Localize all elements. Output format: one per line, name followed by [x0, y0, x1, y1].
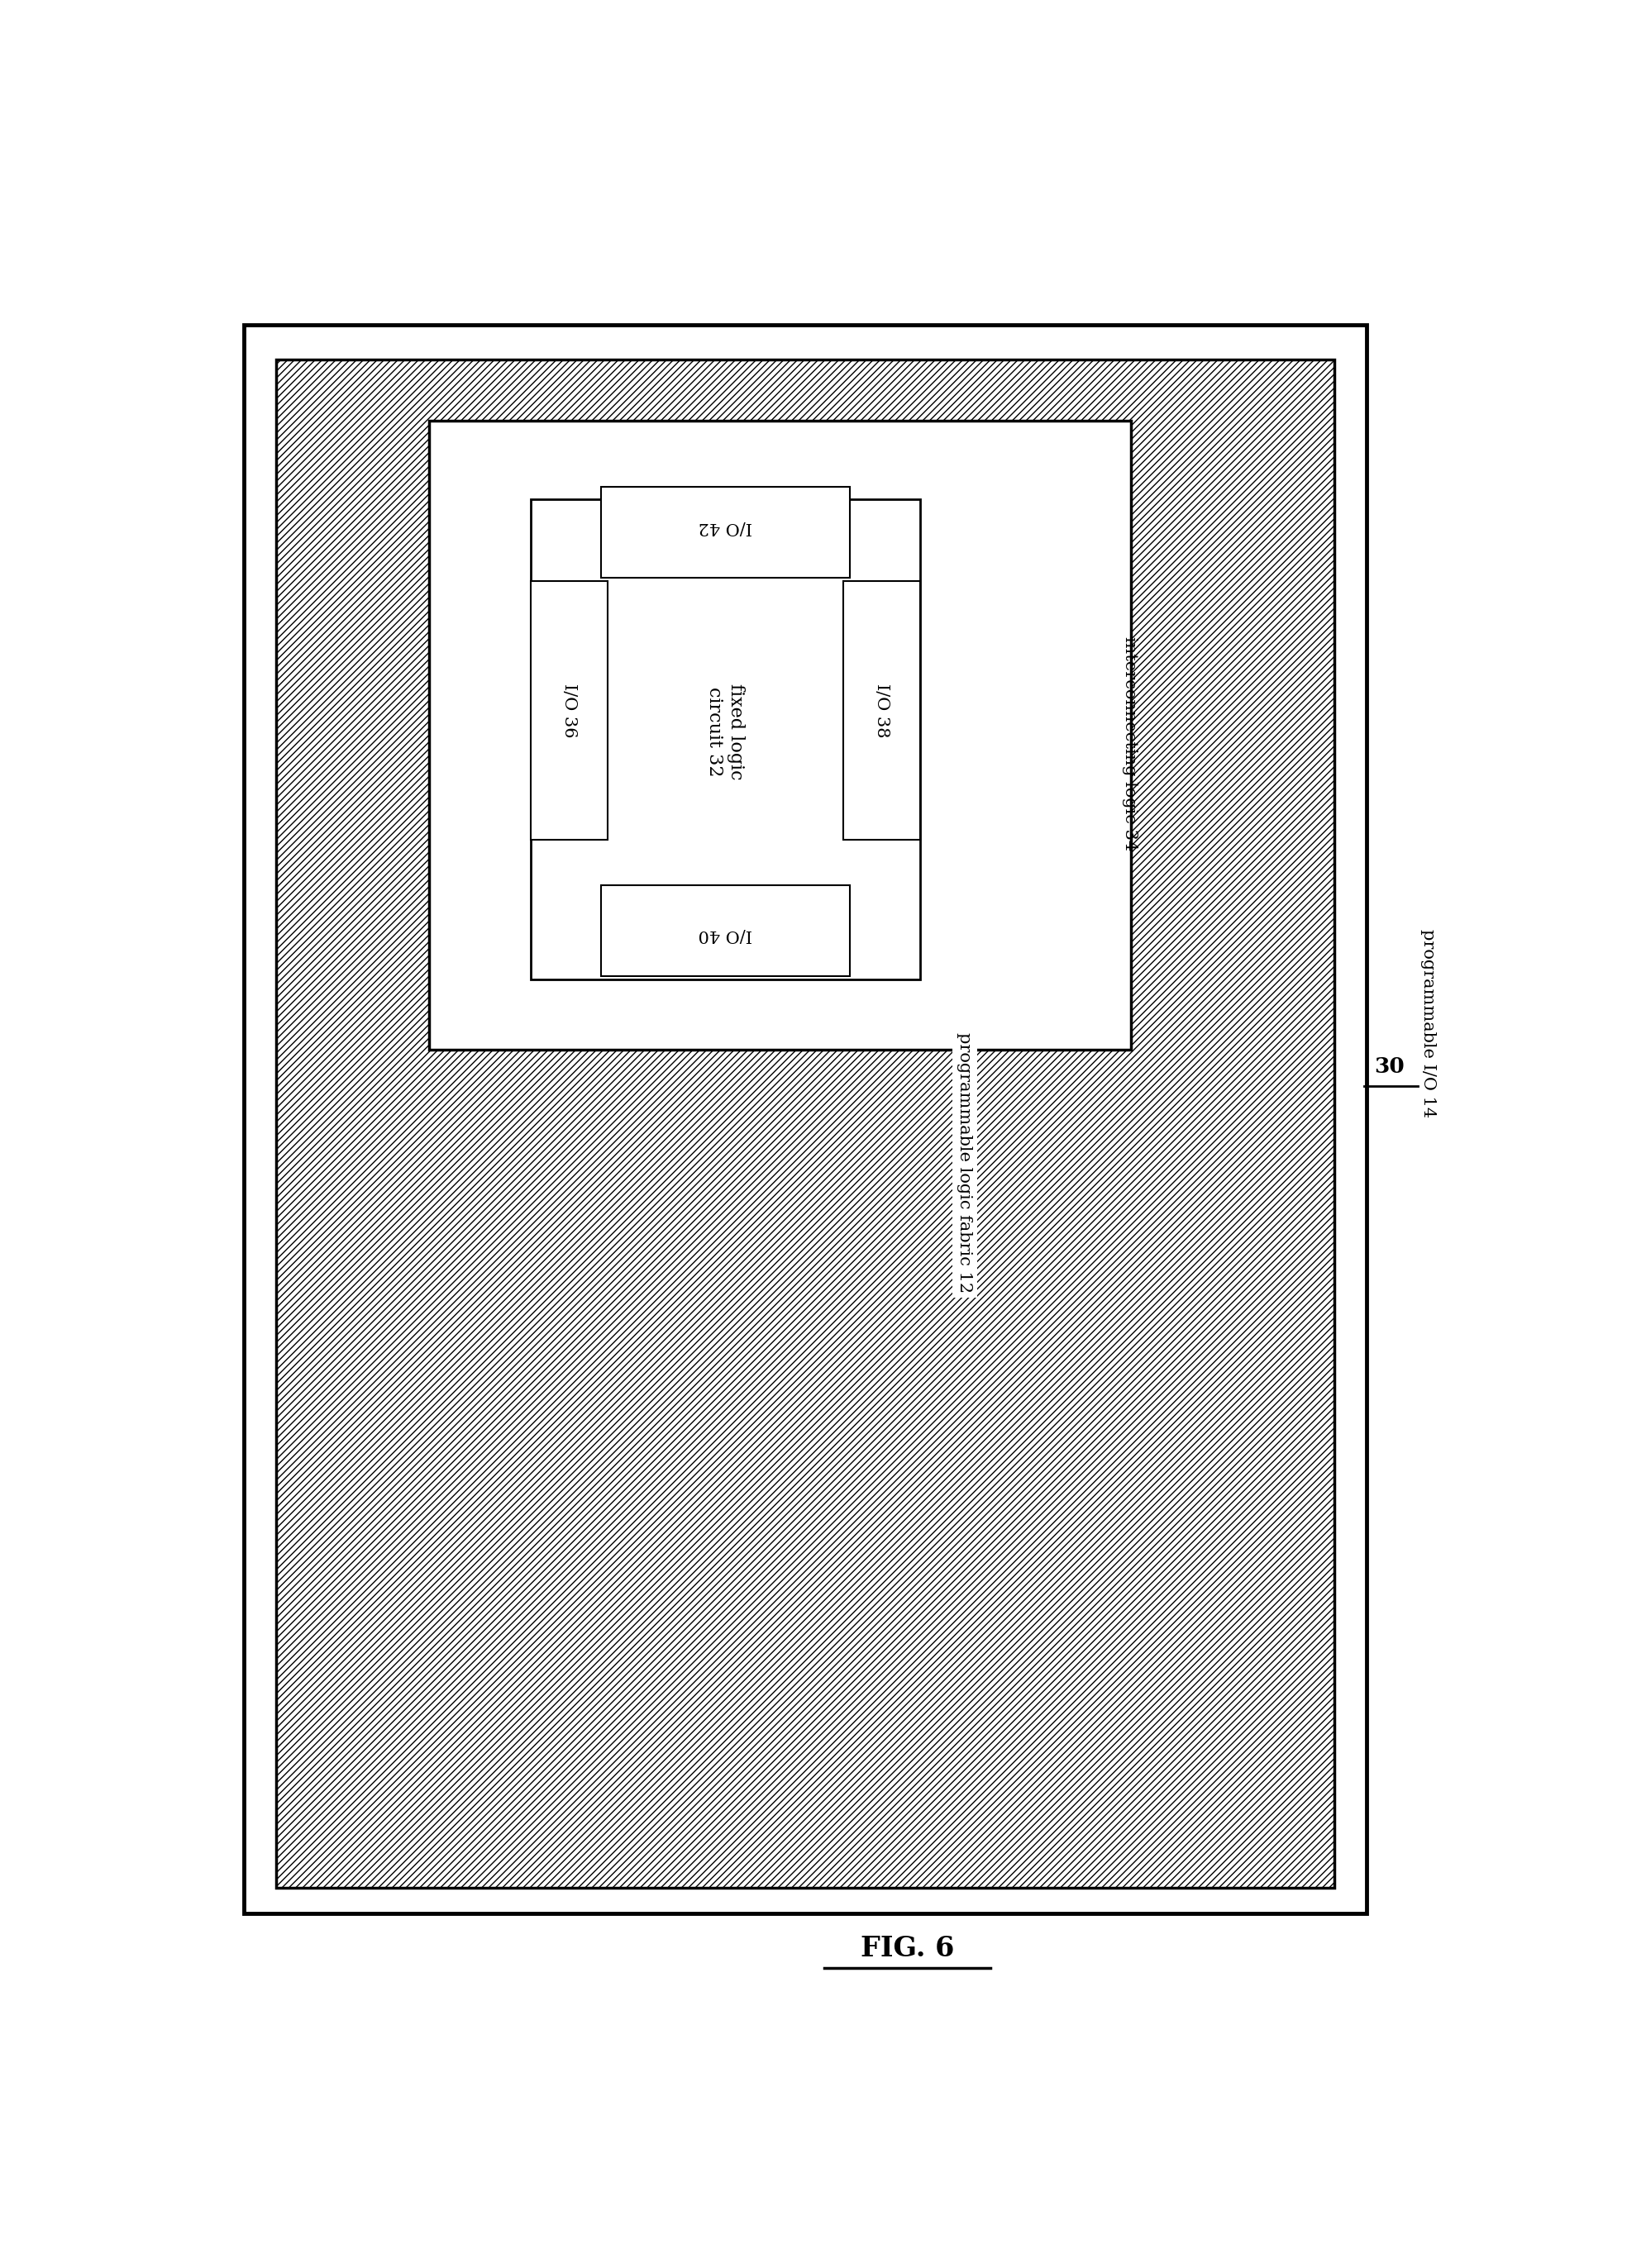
- Bar: [601, 885, 849, 975]
- Text: FIG. 6: FIG. 6: [861, 1935, 955, 1962]
- Bar: [844, 581, 920, 839]
- Bar: [430, 420, 1131, 1050]
- Bar: [277, 361, 1335, 1887]
- Text: I/O 36: I/O 36: [561, 683, 578, 737]
- Text: I/O 40: I/O 40: [698, 925, 752, 941]
- Text: 30: 30: [1374, 1057, 1404, 1077]
- Text: I/O 38: I/O 38: [874, 683, 890, 737]
- Text: I/O 42: I/O 42: [698, 519, 752, 535]
- Text: programmable I/O 14: programmable I/O 14: [1420, 930, 1435, 1118]
- Text: programmable logic fabric 12: programmable logic fabric 12: [956, 1032, 973, 1293]
- Bar: [532, 581, 607, 839]
- Text: interconnecting logic 34: interconnecting logic 34: [1121, 637, 1137, 850]
- Text: fixed logic
circuit 32: fixed logic circuit 32: [706, 683, 744, 780]
- Bar: [244, 324, 1366, 1914]
- Bar: [601, 488, 849, 578]
- Bar: [532, 499, 920, 980]
